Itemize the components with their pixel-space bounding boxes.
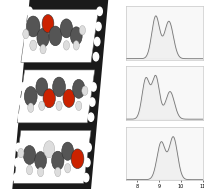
Circle shape (83, 174, 88, 182)
Circle shape (16, 143, 21, 152)
Circle shape (39, 101, 45, 111)
Circle shape (14, 158, 20, 167)
Circle shape (63, 89, 74, 107)
Circle shape (37, 28, 49, 47)
Circle shape (89, 98, 94, 106)
Circle shape (36, 78, 48, 96)
Circle shape (42, 15, 54, 33)
Circle shape (27, 7, 32, 15)
Polygon shape (21, 9, 98, 62)
Circle shape (26, 16, 40, 37)
Circle shape (75, 101, 81, 111)
Polygon shape (13, 130, 91, 183)
Circle shape (71, 149, 83, 169)
Circle shape (60, 19, 72, 38)
Circle shape (43, 89, 55, 108)
Circle shape (85, 143, 91, 152)
Polygon shape (12, 0, 108, 189)
Circle shape (19, 98, 25, 106)
Circle shape (21, 83, 26, 91)
Circle shape (64, 163, 70, 173)
Circle shape (23, 146, 35, 164)
Circle shape (84, 158, 90, 167)
Polygon shape (17, 70, 94, 123)
Circle shape (63, 41, 69, 50)
Circle shape (26, 165, 32, 175)
Circle shape (37, 167, 43, 177)
Circle shape (24, 37, 30, 46)
Circle shape (52, 77, 65, 97)
Circle shape (61, 142, 73, 160)
Circle shape (23, 53, 28, 61)
Circle shape (90, 83, 96, 91)
Circle shape (51, 151, 64, 170)
Circle shape (56, 101, 62, 111)
Circle shape (96, 7, 102, 15)
Circle shape (79, 26, 85, 35)
Circle shape (18, 148, 24, 158)
Circle shape (43, 141, 54, 158)
Circle shape (26, 22, 31, 31)
Circle shape (18, 113, 23, 121)
Circle shape (40, 44, 46, 54)
Circle shape (88, 113, 93, 121)
Circle shape (93, 53, 98, 61)
Circle shape (30, 40, 37, 51)
Circle shape (24, 87, 37, 106)
Circle shape (23, 29, 29, 39)
Circle shape (95, 22, 101, 31)
Circle shape (72, 79, 84, 98)
Circle shape (73, 41, 79, 50)
Circle shape (94, 37, 99, 46)
Circle shape (34, 152, 46, 170)
Circle shape (49, 26, 61, 46)
Circle shape (70, 27, 82, 45)
Circle shape (28, 103, 34, 112)
Circle shape (81, 86, 88, 95)
Circle shape (13, 174, 19, 182)
Circle shape (54, 167, 61, 177)
